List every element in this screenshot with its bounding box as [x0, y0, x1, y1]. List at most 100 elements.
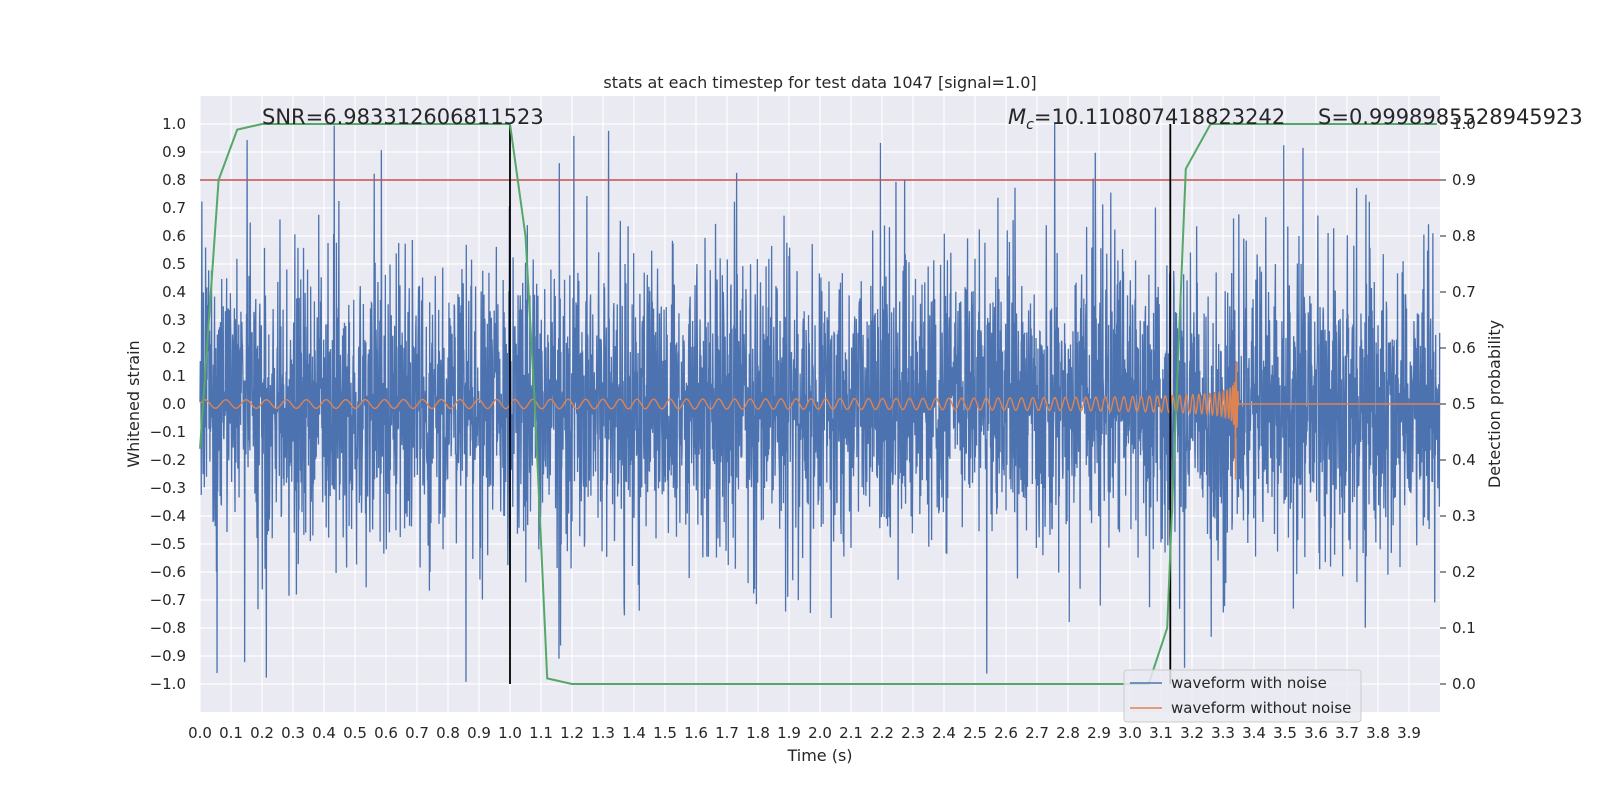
x-tick-label: 1.6	[684, 724, 708, 742]
x-tick-label: 0.2	[250, 724, 274, 742]
legend-box	[1123, 669, 1362, 723]
x-tick-label: 0.4	[312, 724, 336, 742]
y2-tick-label: 0.3	[1452, 507, 1476, 525]
x-tick-label: 2.1	[839, 724, 863, 742]
vertical-markers	[509, 124, 1172, 684]
x-tick-label: 0.1	[219, 724, 243, 742]
x-tick-label: 2.2	[870, 724, 894, 742]
x-tick-label: 2.6	[994, 724, 1018, 742]
y-tick-label: −0.3	[150, 479, 186, 497]
x-tick-label: 2.3	[901, 724, 925, 742]
y2-tick-label: 0.6	[1452, 339, 1476, 357]
x-tick-label: 0.6	[374, 724, 398, 742]
x-tick-label: 1.8	[746, 724, 770, 742]
y-tick-label: 0.6	[162, 227, 186, 245]
y2-tick-label: 0.7	[1452, 283, 1476, 301]
x-tick-label: 3.1	[1149, 724, 1173, 742]
x-tick-label: 1.4	[622, 724, 646, 742]
x-tick-label: 3.3	[1211, 724, 1235, 742]
x-tick-label: 2.7	[1025, 724, 1049, 742]
legend-label-chirp: waveform without noise	[1171, 699, 1351, 717]
y-tick-label: 0.9	[162, 143, 186, 161]
y-tick-label: 0.2	[162, 339, 186, 357]
y-tick-label: 0.8	[162, 171, 186, 189]
chart-title: stats at each timestep for test data 104…	[603, 73, 1036, 92]
y-tick-label: 0.7	[162, 199, 186, 217]
y-tick-label: −0.7	[150, 591, 186, 609]
annotation-s-value: 0.9998985528945923	[1349, 105, 1583, 129]
annotation-snr-value: 6.983312606811523	[323, 105, 543, 129]
y2-tick-label: 1.0	[1452, 115, 1476, 133]
y-tick-labels: 1.0 0.9 0.8 0.7 0.6 0.5 0.4 0.3 0.2 0.1 0.0 −0.1 −0.…	[150, 115, 186, 693]
y-tick-label: 1.0	[162, 115, 186, 133]
x-tick-label: 3.0	[1118, 724, 1142, 742]
x-tick-label: 3.6	[1304, 724, 1328, 742]
x-tick-label: 3.9	[1397, 724, 1421, 742]
x-tick-label: 1.1	[529, 724, 553, 742]
x-tick-label: 0.0	[188, 724, 212, 742]
y-tick-label: −0.2	[150, 451, 186, 469]
x-tick-label: 3.5	[1273, 724, 1297, 742]
x-axis-label: Time (s)	[786, 746, 852, 765]
x-tick-label: 0.5	[343, 724, 367, 742]
x-tick-label: 2.8	[1056, 724, 1080, 742]
x-tick-label: 1.9	[777, 724, 801, 742]
y-tick-label: −0.5	[150, 535, 186, 553]
y2-tick-label: 0.2	[1452, 563, 1476, 581]
annotation-chirp-mass-prefix: =	[1034, 105, 1052, 129]
y-tick-label: −0.8	[150, 619, 186, 637]
y-tick-label: −0.1	[150, 423, 186, 441]
x-tick-label: 2.9	[1087, 724, 1111, 742]
x-tick-label: 0.3	[281, 724, 305, 742]
y-tick-label: 0.5	[162, 255, 186, 273]
x-tick-label: 0.7	[405, 724, 429, 742]
y-tick-label: −0.6	[150, 563, 186, 581]
annotation-chirp-mass-symbol: M	[1008, 105, 1026, 129]
probability-line	[199, 123, 1437, 685]
y2-tick-label: 0.5	[1452, 395, 1476, 413]
y-tick-label: −1.0	[150, 675, 186, 693]
annotation-chirp-mass: Mc=10.110807418823242	[1008, 105, 1285, 133]
chirp-waveform-line	[199, 361, 1240, 480]
x-tick-label: 0.8	[436, 724, 460, 742]
y2-tick-label: 0.4	[1452, 451, 1476, 469]
x-tick-label: 0.9	[467, 724, 491, 742]
x-tick-label: 1.2	[560, 724, 584, 742]
annotation-snr: SNR=6.983312606811523	[262, 105, 544, 129]
y2-tick-label: 0.1	[1452, 619, 1476, 637]
x-tick-label: 1.7	[715, 724, 739, 742]
x-tick-label: 3.7	[1335, 724, 1359, 742]
x-tick-label: 3.8	[1366, 724, 1390, 742]
y-tick-label: 0.1	[162, 367, 186, 385]
series-waveform-without-noise	[199, 361, 1440, 480]
x-tick-labels: 0.0 0.1 0.2 0.3 0.4 0.5 0.6 0.7 0.8 0.9 1.0 1.1 1.2 1…	[188, 724, 1421, 742]
y-tick-label: −0.4	[150, 507, 186, 525]
y-axis-label: Whitened strain	[124, 340, 143, 467]
series-detection-probability	[199, 123, 1437, 685]
x-tick-label: 1.3	[591, 724, 615, 742]
annotation-s-prefix: S=	[1318, 105, 1349, 129]
x-tick-label: 3.4	[1242, 724, 1266, 742]
y-tick-label: −0.9	[150, 647, 186, 665]
y-tick-label: 0.4	[162, 283, 186, 301]
legend-label-noise: waveform with noise	[1171, 674, 1327, 692]
annotation-chirp-mass-value: 10.110807418823242	[1051, 105, 1285, 129]
x-tick-label: 2.4	[932, 724, 956, 742]
y2-axis-label: Detection probability	[1485, 320, 1504, 488]
x-tick-label: 2.0	[808, 724, 832, 742]
y-tick-label: 0.0	[162, 395, 186, 413]
annotation-chirp-mass-subscript: c	[1026, 117, 1034, 133]
y2-tick-labels: 1.0 0.9 0.8 0.7 0.6 0.5 0.4 0.3 0.2 0.1 0.0	[1440, 115, 1476, 693]
x-tick-label: 2.5	[963, 724, 987, 742]
legend: waveform with noise waveform without noi…	[1123, 669, 1362, 723]
y-tick-label: 0.3	[162, 311, 186, 329]
y2-tick-label: 0.8	[1452, 227, 1476, 245]
x-tick-label: 1.0	[498, 724, 522, 742]
annotation-snr-prefix: SNR=	[262, 105, 323, 129]
annotation-s: S=0.9998985528945923	[1318, 105, 1583, 129]
y2-tick-label: 0.9	[1452, 171, 1476, 189]
x-tick-label: 3.2	[1180, 724, 1204, 742]
y2-tick-label: 0.0	[1452, 675, 1476, 693]
x-tick-label: 1.5	[653, 724, 677, 742]
